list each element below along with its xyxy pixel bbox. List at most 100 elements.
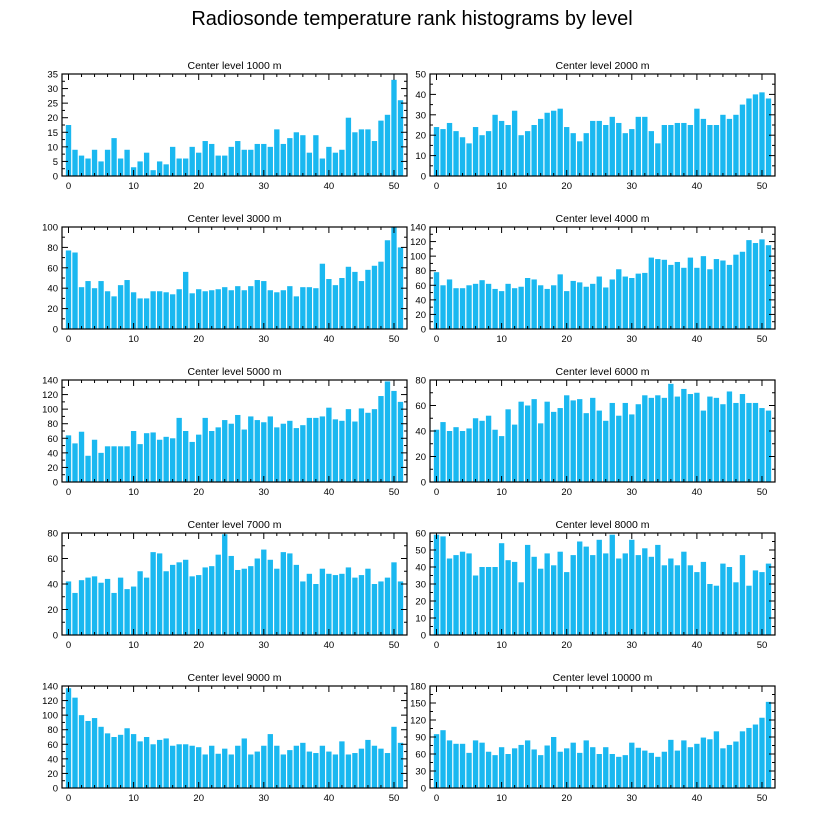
histogram-bar	[85, 720, 91, 788]
histogram-bar	[293, 132, 300, 176]
histogram-bar	[759, 239, 765, 329]
histogram-bar	[202, 567, 208, 635]
y-tick-label: 120	[410, 716, 426, 727]
histogram-bar	[433, 734, 440, 788]
histogram-bar	[739, 251, 746, 329]
x-tick-label: 30	[259, 793, 270, 804]
panel-title: Center level 10000 m	[553, 672, 653, 684]
histogram-bar	[254, 751, 260, 788]
x-tick-label: 20	[193, 487, 204, 498]
histogram-bar	[150, 744, 156, 788]
histogram-bar	[358, 748, 365, 788]
histogram-bar	[313, 417, 319, 482]
histogram-bar	[326, 751, 332, 788]
histogram-bar	[479, 567, 485, 635]
histogram-bar	[163, 164, 169, 176]
histogram-bar	[707, 269, 713, 329]
histogram-bar	[228, 423, 234, 482]
histogram-bar	[759, 92, 765, 176]
histogram-bar	[280, 423, 286, 482]
y-tick-label: 50	[415, 70, 426, 81]
histogram-bar	[635, 404, 641, 482]
histogram-bar	[466, 285, 472, 329]
y-tick-label: 20	[47, 605, 58, 616]
histogram-bar	[326, 279, 332, 329]
histogram-bar	[616, 122, 622, 176]
y-tick-label: 10	[415, 614, 426, 625]
histogram-bar	[531, 279, 537, 329]
histogram-bar	[384, 240, 391, 329]
x-tick-label: 0	[434, 181, 439, 192]
histogram-bar	[531, 556, 537, 635]
histogram-bar	[642, 116, 648, 176]
histogram-bar	[267, 559, 273, 635]
histogram-bar	[241, 568, 247, 635]
histogram-bar	[511, 288, 518, 329]
histogram-bar	[629, 129, 635, 176]
x-tick-label: 10	[496, 334, 507, 345]
histogram-bar	[130, 586, 137, 635]
histogram-bar	[65, 250, 72, 329]
histogram-bar	[674, 565, 681, 635]
histogram-bar	[583, 546, 589, 635]
y-tick-label: 20	[415, 310, 426, 321]
x-tick-label: 50	[389, 640, 400, 651]
histogram-bar	[124, 589, 130, 635]
histogram-bar	[453, 131, 459, 176]
histogram-bar	[531, 125, 537, 176]
histogram-bar	[577, 399, 583, 482]
histogram-bar	[300, 135, 306, 176]
x-tick-label: 20	[193, 793, 204, 804]
x-tick-label: 30	[627, 334, 638, 345]
y-tick-label: 40	[415, 90, 426, 101]
histogram-bar	[176, 289, 182, 329]
histogram-bar	[248, 416, 254, 482]
histogram-bar	[306, 287, 313, 329]
histogram-bar	[111, 737, 117, 788]
y-tick-label: 20	[415, 452, 426, 463]
histogram-bar	[117, 158, 124, 176]
x-tick-label: 20	[561, 181, 572, 192]
histogram-bar	[313, 135, 319, 176]
y-tick-label: 20	[415, 131, 426, 142]
histogram-bar	[222, 155, 228, 176]
histogram-bar	[498, 291, 505, 329]
histogram-bar	[202, 417, 208, 482]
histogram-bar	[274, 292, 280, 329]
y-tick-label: 30	[415, 110, 426, 121]
histogram-bar	[339, 149, 345, 176]
histogram-bar	[603, 420, 609, 482]
histogram-bar	[518, 286, 524, 329]
histogram-bar	[524, 405, 531, 482]
x-tick-label: 20	[193, 640, 204, 651]
histogram-bar	[544, 553, 550, 635]
x-tick-label: 10	[128, 793, 139, 804]
y-tick-label: 180	[410, 682, 426, 693]
histogram-bar	[358, 281, 365, 329]
histogram-bar	[518, 401, 524, 482]
histogram-bar	[752, 570, 759, 635]
x-tick-label: 30	[259, 181, 270, 192]
histogram-bar	[733, 741, 739, 788]
histogram-bar	[111, 592, 117, 635]
y-tick-label: 40	[415, 563, 426, 574]
histogram-bar	[209, 143, 215, 176]
panel-title: Center level 9000 m	[188, 672, 282, 684]
histogram-bar	[293, 296, 300, 329]
y-tick-label: 40	[47, 448, 58, 459]
histogram-bar	[72, 592, 78, 635]
histogram-bar	[163, 571, 169, 635]
histogram-bar	[98, 161, 104, 176]
histogram-bar	[485, 567, 492, 635]
histogram-bar	[104, 149, 111, 176]
y-tick-label: 100	[410, 252, 426, 263]
x-tick-label: 20	[561, 793, 572, 804]
histogram-bar	[326, 146, 332, 176]
histogram-bar	[397, 401, 404, 482]
histogram-bar	[391, 79, 397, 176]
histogram-bar	[498, 120, 505, 176]
histogram-bar	[332, 285, 339, 329]
histogram-bar	[332, 754, 339, 788]
y-tick-label: 90	[415, 733, 426, 744]
